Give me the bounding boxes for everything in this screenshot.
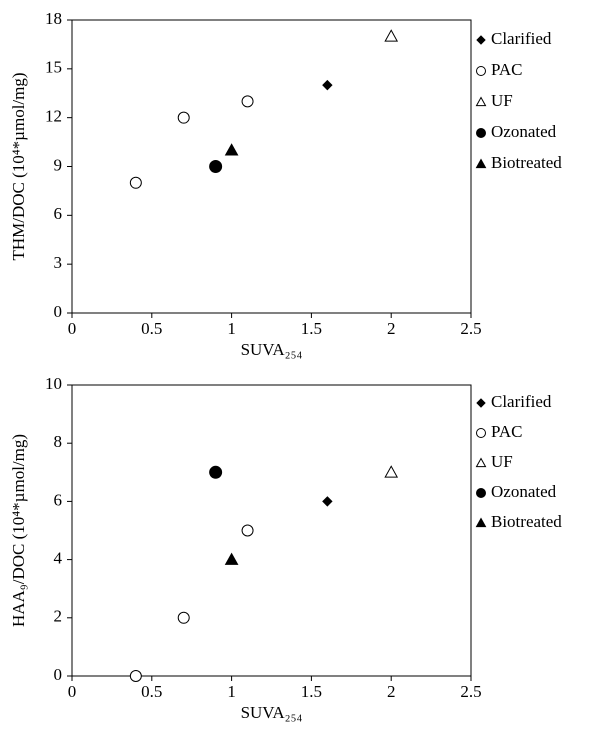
x-tick-label: 0.5	[141, 319, 162, 338]
y-tick-label: 3	[54, 253, 63, 272]
x-tick-label: 1	[227, 682, 236, 701]
legend-marker	[476, 428, 486, 438]
y-tick-label: 9	[54, 155, 63, 174]
y-tick-label: 10	[45, 374, 62, 393]
plot-frame	[71, 19, 472, 314]
legend-label: UF	[491, 91, 513, 110]
y-tick-label: 4	[54, 549, 63, 568]
y-tick-label: 12	[45, 107, 62, 126]
x-tick-label: 1	[227, 319, 236, 338]
y-tick-label: 18	[45, 9, 62, 28]
x-tick-label: 2	[387, 319, 396, 338]
legend-marker	[475, 517, 487, 528]
marker	[129, 176, 142, 189]
legend-marker	[476, 35, 486, 45]
legend-marker	[475, 457, 487, 468]
x-tick-label: 1.5	[301, 682, 322, 701]
marker	[224, 552, 239, 565]
x-tick-label: 2.5	[460, 319, 481, 338]
marker	[177, 611, 190, 624]
marker	[209, 160, 223, 173]
marker	[322, 496, 333, 507]
y-axis-title: HAA₉/DOC (10⁴*µmol/mg)	[9, 434, 28, 627]
marker	[177, 111, 190, 124]
y-tick-label: 0	[54, 665, 63, 684]
marker	[384, 465, 399, 478]
y-tick-label: 6	[54, 204, 63, 223]
plot-frame	[71, 384, 472, 677]
legend-marker	[475, 158, 487, 169]
x-tick-label: 0	[68, 319, 77, 338]
legend-marker	[476, 66, 486, 76]
y-tick-label: 2	[54, 607, 63, 626]
legend-label: UF	[491, 452, 513, 471]
marker	[129, 670, 142, 682]
marker	[322, 79, 333, 91]
legend-marker	[475, 96, 487, 107]
legend-label: Ozonated	[491, 482, 557, 501]
marker	[224, 143, 239, 156]
x-tick-label: 1.5	[301, 319, 322, 338]
y-axis-title: THM/DOC (10⁴*µmol/mg)	[9, 72, 28, 260]
legend-marker	[476, 398, 486, 408]
legend-label: Ozonated	[491, 122, 557, 141]
legend-label: PAC	[491, 422, 523, 441]
y-tick-label: 6	[54, 490, 63, 509]
legend-label: Clarified	[491, 29, 552, 48]
marker	[209, 465, 223, 479]
x-axis-title: SUVA₂₅₄	[241, 340, 303, 359]
legend-label: Clarified	[491, 392, 552, 411]
y-tick-label: 15	[45, 58, 62, 77]
legend-label: Biotreated	[491, 153, 562, 172]
legend-marker	[476, 128, 486, 138]
marker	[384, 29, 399, 42]
x-axis-title: SUVA₂₅₄	[241, 703, 303, 722]
legend-marker	[476, 488, 486, 498]
y-tick-label: 8	[54, 432, 63, 451]
legend-label: Biotreated	[491, 512, 562, 531]
x-tick-label: 2.5	[460, 682, 481, 701]
y-tick-label: 0	[54, 302, 63, 321]
x-tick-label: 2	[387, 682, 396, 701]
marker	[241, 95, 254, 108]
x-tick-label: 0	[68, 682, 77, 701]
legend-label: PAC	[491, 60, 523, 79]
marker	[241, 524, 254, 537]
x-tick-label: 0.5	[141, 682, 162, 701]
